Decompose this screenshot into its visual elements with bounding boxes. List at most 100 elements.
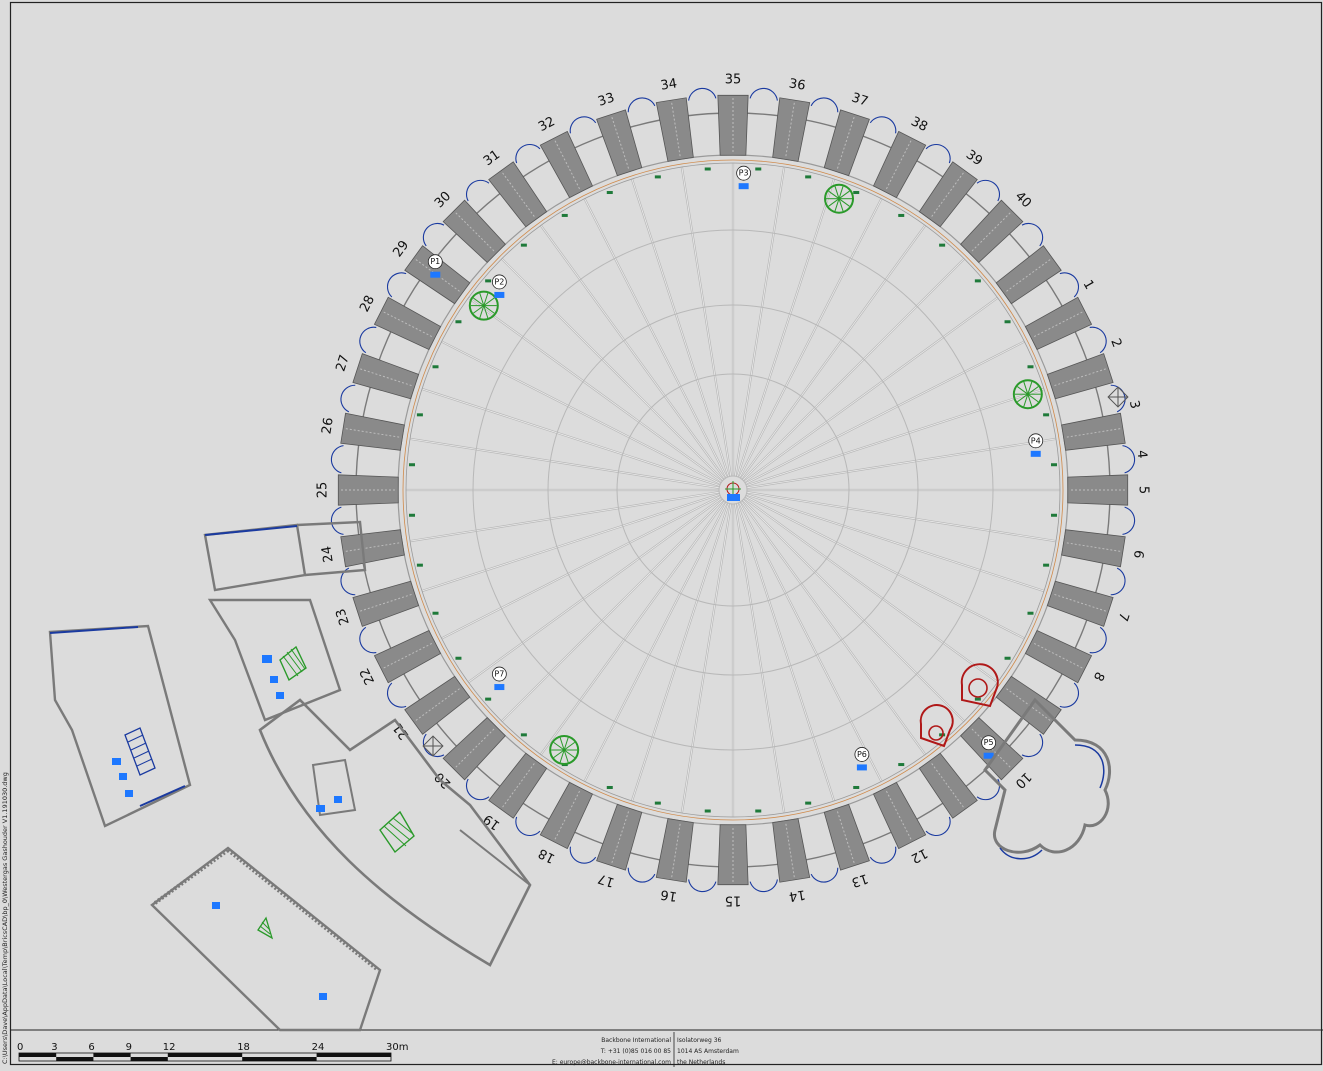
company-country: the Netherlands <box>677 1059 725 1066</box>
exit-sign-marker <box>416 413 423 417</box>
bay-number-labels: 1234567810121314151617181920212223242526… <box>316 73 1151 908</box>
bay-label: 39 <box>963 147 985 169</box>
spiral-stair-tread <box>838 198 850 207</box>
exit-sign-marker <box>805 801 812 805</box>
spiral-stair <box>824 183 855 214</box>
bay-column <box>772 818 811 883</box>
roof-beam-core <box>734 503 785 814</box>
bay-column <box>340 529 405 568</box>
emergency-exit-cluster <box>919 663 999 748</box>
company-name: Backbone International <box>601 1037 671 1044</box>
spiral-stair-tread <box>1023 381 1029 395</box>
exit-sign-marker <box>974 279 981 283</box>
door-swing <box>330 506 344 535</box>
exit-sign-marker <box>408 463 415 467</box>
bay-column-hatch <box>886 140 912 190</box>
power-point-marker <box>1028 433 1044 449</box>
exit-sign-marker <box>1043 413 1050 417</box>
door-swing <box>1089 626 1107 654</box>
bay-label: 32 <box>536 114 558 135</box>
power-point-label: P1 <box>430 257 440 266</box>
wing-toilet-block <box>311 758 357 817</box>
bay-column-hatch <box>415 259 460 292</box>
bay-column <box>1061 529 1126 568</box>
bay-column-hatch <box>554 790 580 840</box>
bay-column <box>539 130 594 199</box>
door-swing <box>386 272 407 298</box>
company-phone: T: +31 (0)85 016 00 85 <box>600 1048 671 1055</box>
bay-column-hatch <box>1006 259 1051 292</box>
bay-column-hatch <box>1054 593 1106 612</box>
roof-beam-core <box>744 297 998 483</box>
lift-shafts <box>422 386 1129 757</box>
door-swing <box>422 222 445 247</box>
bay-column <box>1046 580 1114 627</box>
bay-label: 35 <box>725 73 742 88</box>
spiral-stair <box>549 734 580 765</box>
roof-beam-core <box>742 499 965 722</box>
stair-green-small <box>257 916 274 940</box>
door-swing <box>569 116 597 134</box>
bay-label: 28 <box>357 293 378 315</box>
roof-beam-core <box>742 258 965 481</box>
roof-beam-core <box>746 438 1057 489</box>
roof-beam-core <box>738 502 882 782</box>
door-swing <box>1059 682 1080 708</box>
bay-label: 37 <box>850 90 870 109</box>
bay-column-hatch <box>886 790 912 840</box>
bay-column <box>772 97 811 162</box>
exit-sign-marker <box>898 763 905 767</box>
exit-sign-marker <box>704 809 711 813</box>
bay-label: 24 <box>319 545 336 564</box>
bay-column-hatch <box>611 117 630 169</box>
door-swing <box>1089 326 1107 354</box>
spiral-stair-tread <box>1023 394 1029 407</box>
door-swing <box>515 143 541 164</box>
door-swing <box>749 87 778 101</box>
exit-sign-marker <box>455 320 462 324</box>
spiral-stair-tread <box>563 749 569 763</box>
power-distribution-box <box>430 271 441 278</box>
roof-beam-core <box>746 491 1057 542</box>
roof-beam-core <box>736 503 835 802</box>
bay-column-hatch <box>1033 643 1083 669</box>
bay-label: 34 <box>660 76 679 93</box>
roof-beam-core <box>468 297 722 483</box>
spiral-stair-tread <box>563 737 569 751</box>
exit-sign-marker <box>755 809 762 813</box>
bay-column <box>340 412 405 451</box>
spiral-stair-tread <box>838 186 844 199</box>
door-swing <box>1021 222 1044 247</box>
exit-sign-marker <box>654 175 661 179</box>
roof-beam-core <box>584 198 728 478</box>
bay-label: 36 <box>788 76 807 93</box>
bay-columns <box>330 87 1136 893</box>
bay-column <box>442 717 506 781</box>
bay-column <box>655 97 694 162</box>
power-distribution-box <box>494 684 505 691</box>
roof-beam-core <box>681 503 732 814</box>
power-distribution-box <box>856 764 867 771</box>
bay-column <box>337 474 399 506</box>
scale-bar-segment <box>130 1057 168 1061</box>
power-point-label: P2 <box>494 277 504 286</box>
roof-beam-core <box>409 438 720 489</box>
bay-column <box>539 781 594 850</box>
spiral-stair-tread <box>483 305 495 314</box>
exit-sign-marker <box>1027 611 1034 615</box>
roof-beam-core <box>631 178 730 477</box>
bay-column-hatch <box>455 728 495 768</box>
power-point-marker <box>427 254 443 270</box>
bay-column-hatch <box>455 212 495 252</box>
door-swing <box>925 143 951 164</box>
bay-label: 29 <box>390 238 412 260</box>
roof-beam-core <box>409 491 720 542</box>
exit-sign-marker <box>606 191 613 195</box>
scale-bar-segment <box>93 1053 131 1057</box>
scale-bar-segment <box>167 1053 243 1057</box>
bay-column-hatch <box>383 311 433 337</box>
spiral-stair-tread <box>1027 381 1033 395</box>
bay-column-hatch <box>931 172 964 217</box>
bay-label: 17 <box>596 870 616 889</box>
roof-beam-core <box>734 166 785 477</box>
